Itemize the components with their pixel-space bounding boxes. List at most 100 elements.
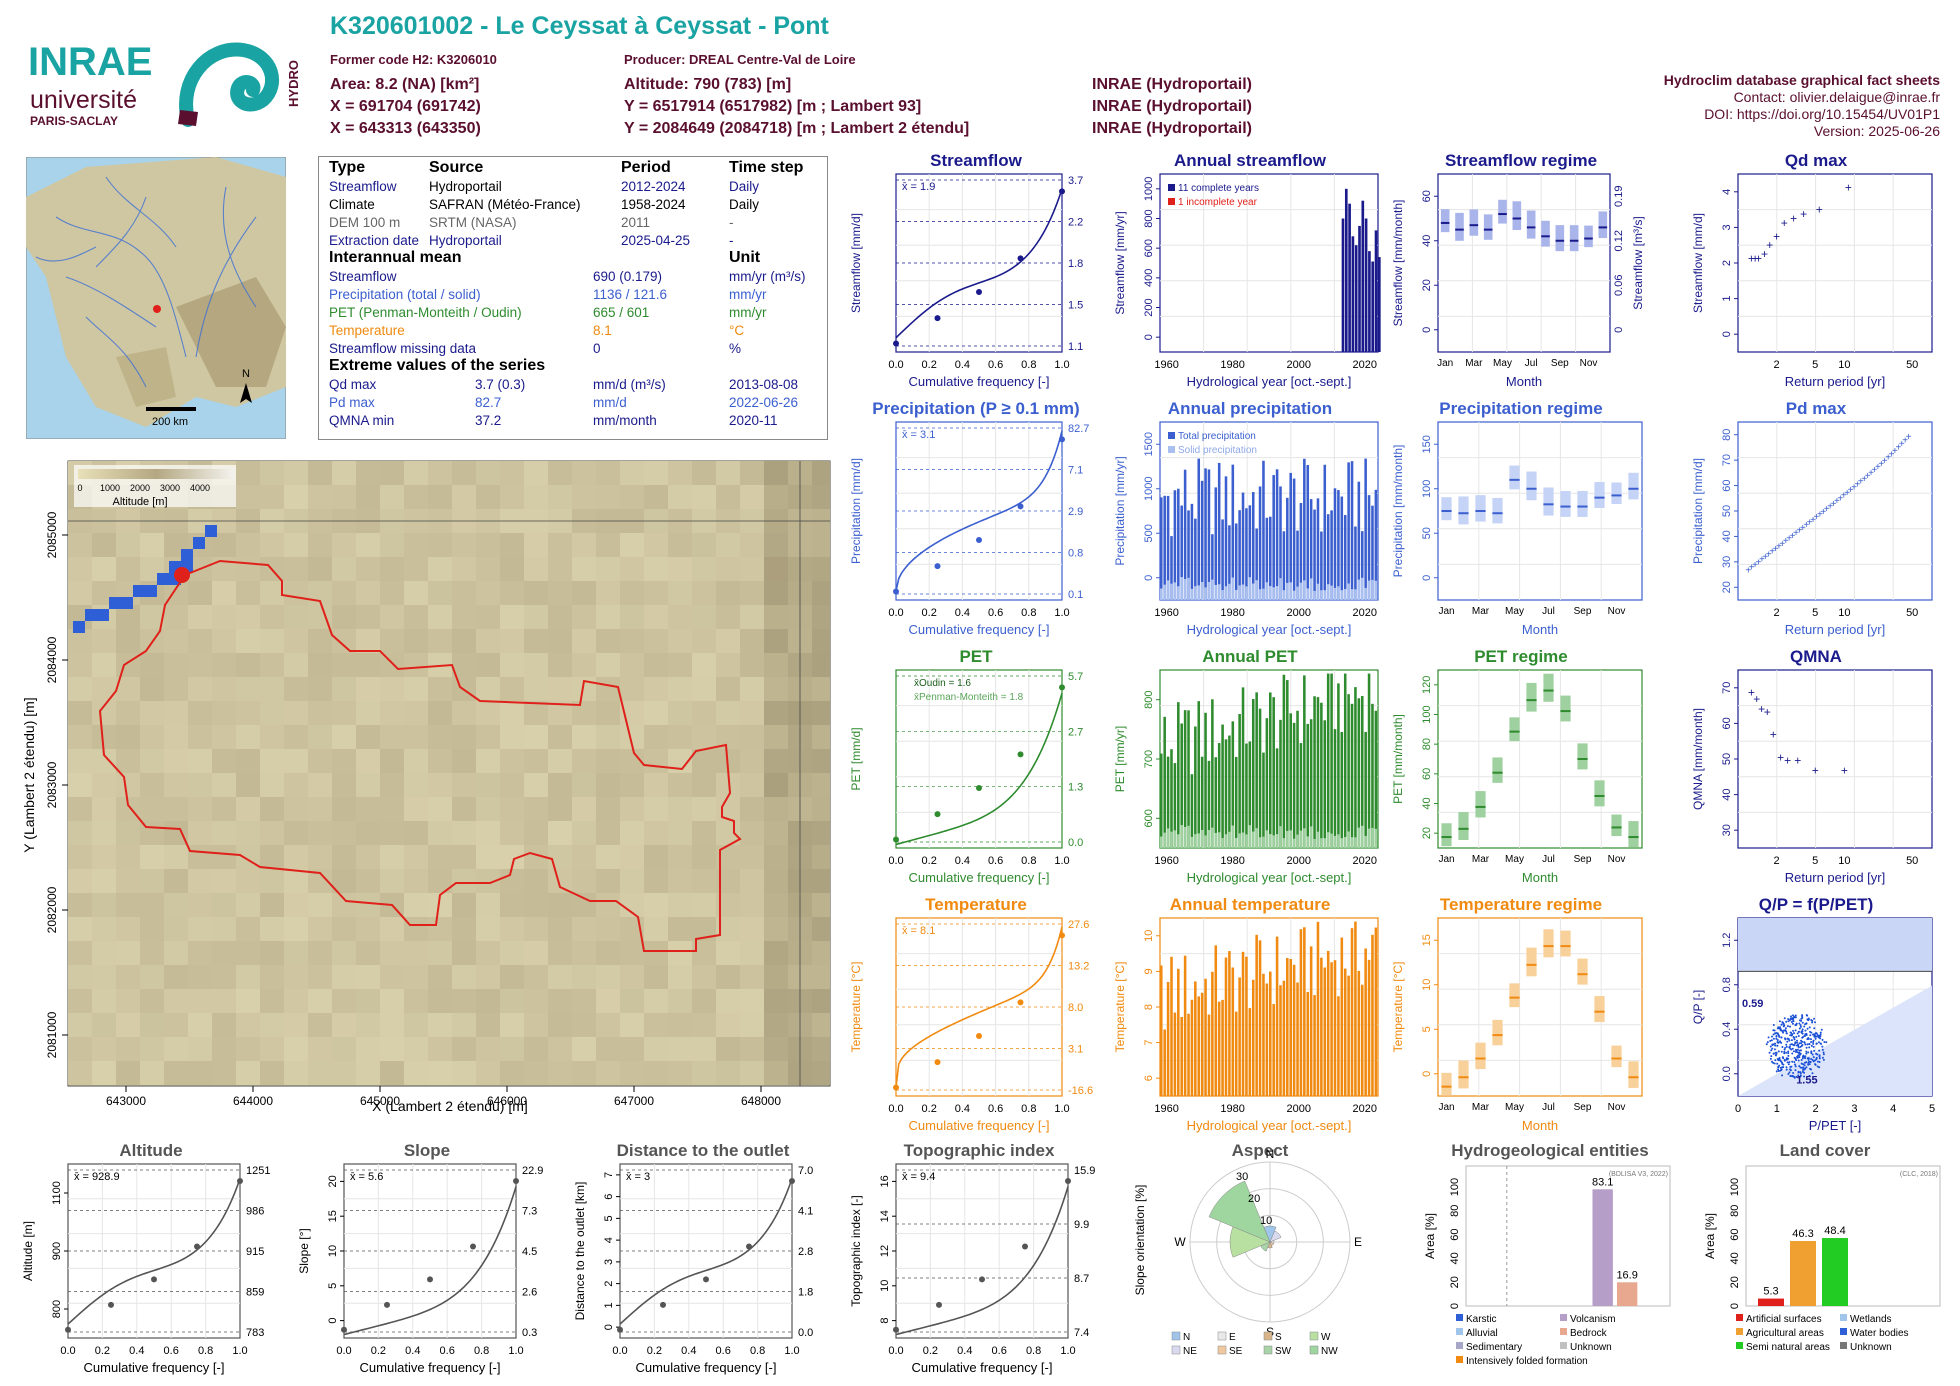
ytick: 0 — [1449, 1303, 1461, 1309]
year-bar — [1364, 458, 1367, 600]
terrain-cell — [716, 989, 740, 1013]
right-tick: -16.6 — [1068, 1085, 1093, 1097]
terrain-cell — [164, 845, 188, 869]
terrain-cell — [92, 677, 116, 701]
legend-label: Intensively folded formation — [1466, 1356, 1588, 1367]
year-bar — [1214, 945, 1218, 1096]
terrain-cell — [452, 1037, 476, 1061]
solid-bar — [1170, 583, 1173, 600]
regime-box — [1526, 947, 1537, 977]
aspect-legend-swatch — [1171, 1345, 1181, 1355]
ytick: 40 — [1721, 788, 1733, 800]
solid-bar — [1217, 832, 1221, 848]
terrain-cell — [428, 557, 452, 581]
return-point: + — [1776, 541, 1782, 552]
regime-box — [1441, 823, 1452, 847]
solid-bar — [1309, 578, 1313, 600]
terrain-cell — [764, 797, 788, 821]
return-point: + — [1745, 565, 1751, 576]
qp-point — [1769, 1045, 1772, 1048]
ytick: 0 — [1721, 331, 1733, 337]
xtick: 2020 — [1353, 855, 1377, 867]
qp-point — [1799, 1074, 1802, 1077]
year-bar — [1194, 726, 1197, 848]
solid-bar — [1241, 832, 1245, 848]
qp-point — [1803, 1041, 1806, 1044]
qp-point — [1777, 1033, 1780, 1036]
solid-bar — [1340, 838, 1344, 848]
qp-point — [1809, 1030, 1812, 1033]
terrain-cell — [332, 1061, 356, 1085]
qp-point — [1777, 1065, 1780, 1068]
legend-swatch — [1456, 1328, 1463, 1335]
aspect-legend-label: NE — [1183, 1346, 1197, 1357]
qp-point — [1820, 1028, 1823, 1031]
terrain-cell — [572, 821, 596, 845]
chart-ylabel: Temperature [°C] — [1391, 962, 1405, 1053]
qp-point — [1819, 1031, 1822, 1034]
terrain-cell — [476, 821, 500, 845]
solid-bar — [1323, 590, 1327, 600]
terrain-cell — [164, 653, 188, 677]
terrain-cell — [140, 533, 164, 557]
return-point: + — [1781, 216, 1788, 230]
right-tick: 859 — [246, 1287, 264, 1299]
xtick: 1960 — [1154, 359, 1178, 371]
return-point: + — [1790, 531, 1796, 542]
terrain-cell — [332, 701, 356, 725]
xtick: 2000 — [1286, 1103, 1310, 1115]
terrain-cell — [428, 773, 452, 797]
terrain-cell — [524, 917, 548, 941]
h-ext: Extreme values of the series — [329, 357, 546, 374]
year-bar — [1204, 978, 1207, 1096]
terrain-cell — [812, 917, 830, 941]
right-tick: 0.8 — [1068, 548, 1083, 560]
year-bar — [1238, 713, 1241, 848]
qp-point — [1797, 1074, 1800, 1077]
solid-bar — [1163, 832, 1166, 848]
terrain-cell — [284, 797, 308, 821]
terrain-cell — [692, 893, 716, 917]
year-bar — [1241, 951, 1245, 1096]
qp-point — [1811, 1021, 1814, 1024]
ytick: 0 — [1421, 575, 1433, 581]
terrain-cell — [428, 941, 452, 965]
solid-bar — [1160, 836, 1163, 848]
terrain-cell — [332, 557, 356, 581]
terrain-cell — [572, 941, 596, 965]
terrain-cell — [740, 893, 764, 917]
return-point: + — [1882, 456, 1888, 467]
terrain-cell — [140, 941, 164, 965]
terrain-cell — [308, 1013, 332, 1037]
terrain-cell — [548, 677, 572, 701]
terrain-cell — [212, 845, 236, 869]
terrain-cell — [500, 1013, 524, 1037]
terrain-cell — [332, 893, 356, 917]
qp-point — [1813, 1027, 1816, 1030]
return-point: + — [1756, 557, 1762, 568]
regime-box — [1628, 821, 1639, 848]
outlet-marker — [174, 567, 190, 583]
regime-box — [1555, 225, 1565, 252]
year-bar — [1309, 499, 1313, 600]
right-tick: 22.9 — [522, 1165, 543, 1177]
chart-ylabel: PET [mm/month] — [1391, 714, 1405, 804]
xtick: 0 — [1735, 1103, 1741, 1115]
qp-point — [1791, 1014, 1794, 1017]
terrain-cell — [380, 989, 404, 1013]
freq-point — [893, 340, 899, 347]
chart-xlabel: Month — [1522, 1118, 1558, 1133]
year-bar — [1279, 486, 1282, 600]
terrain-cell — [68, 773, 92, 797]
year-bar — [1228, 525, 1231, 600]
chart-slope: Slope Cumulative frequency [-] Slope [°] 0.… — [296, 1140, 558, 1376]
qp-point — [1797, 1046, 1800, 1049]
e3-date: 2020-11 — [729, 413, 778, 428]
terrain-cell — [68, 653, 92, 677]
terrain-cell — [332, 821, 356, 845]
terrain-cell — [260, 677, 284, 701]
terrain-cell — [356, 725, 380, 749]
terrain-cell — [308, 845, 332, 869]
legend-label: Unknown — [1850, 1342, 1892, 1353]
m5-unit: % — [729, 341, 742, 356]
